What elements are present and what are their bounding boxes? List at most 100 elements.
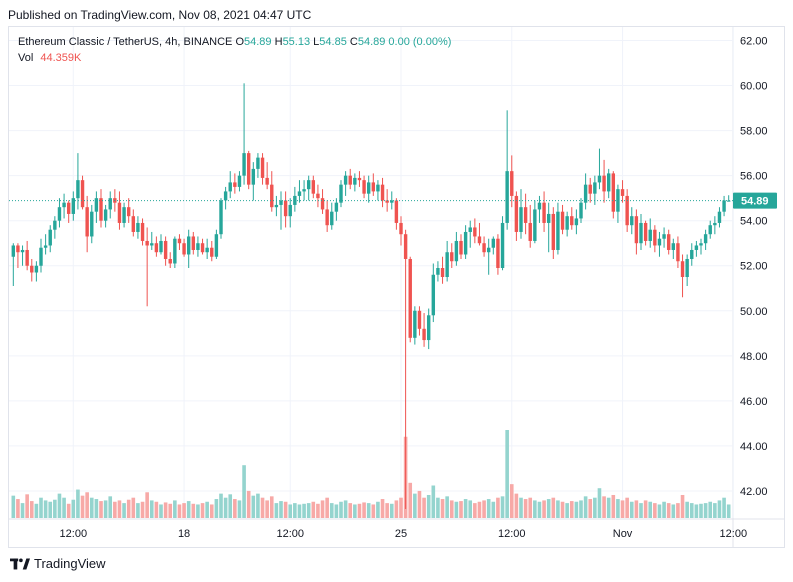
candle-body xyxy=(666,234,671,250)
candle-body xyxy=(25,249,29,266)
candle-body xyxy=(122,207,126,223)
volume-bar xyxy=(62,497,66,518)
volume-bar xyxy=(366,503,371,518)
candle-body xyxy=(228,182,232,192)
volume-bar xyxy=(639,503,643,518)
candle-body xyxy=(306,180,311,190)
candle-body xyxy=(546,213,551,223)
x-tick-label: 25 xyxy=(395,528,407,540)
candle-body xyxy=(606,173,611,192)
candle-body xyxy=(94,198,99,212)
volume-bar xyxy=(159,504,163,518)
candle-body xyxy=(279,200,283,205)
volume-bar xyxy=(85,492,89,518)
low-value: 54.85 xyxy=(319,36,347,48)
candle-body xyxy=(408,258,412,338)
candle-body xyxy=(371,182,376,192)
candle-body xyxy=(413,310,417,338)
candle-body xyxy=(431,274,436,316)
candle-body xyxy=(690,249,694,259)
volume-bar xyxy=(579,500,583,518)
candle-body xyxy=(588,184,592,194)
candle-body xyxy=(260,157,265,178)
footer-brand: TradingView xyxy=(34,556,106,571)
volume-bar xyxy=(186,501,191,518)
candle-body xyxy=(556,211,560,250)
candle-body xyxy=(422,328,426,341)
volume-bar xyxy=(89,497,94,518)
volume-bar xyxy=(34,503,39,518)
candle-body xyxy=(454,240,459,262)
candle-body xyxy=(436,267,440,275)
volume-bar xyxy=(389,503,394,518)
volume-bar xyxy=(205,501,209,518)
volume-bar xyxy=(288,504,293,518)
chart-legend: Ethereum Classic / TetherUS, 4h, BINANCE… xyxy=(18,36,451,48)
candle-body xyxy=(357,177,362,181)
volume-bar xyxy=(117,500,122,518)
candle-body xyxy=(699,243,703,246)
volume-bar xyxy=(699,503,703,518)
volume-bar xyxy=(320,500,325,518)
volume-bar xyxy=(445,496,449,518)
candle-body xyxy=(154,243,159,253)
candle-body xyxy=(270,184,274,208)
volume-bar xyxy=(593,497,597,518)
candle-body xyxy=(348,175,352,185)
volume-bar xyxy=(413,493,417,518)
candle-body xyxy=(394,200,399,223)
volume-bar xyxy=(343,500,348,518)
volume-bar xyxy=(20,503,25,518)
volume-bar xyxy=(168,503,173,518)
volume-bar xyxy=(103,500,108,518)
candle-body xyxy=(233,182,237,187)
volume-bar xyxy=(182,503,186,518)
low-label: L xyxy=(313,36,320,48)
volume-bar xyxy=(219,493,223,518)
volume-bar xyxy=(113,501,117,518)
volume-bar xyxy=(53,499,57,518)
volume-bar xyxy=(666,503,671,518)
candle-body xyxy=(325,209,329,226)
y-tick-label: 48.00 xyxy=(740,351,768,363)
volume-bar xyxy=(399,497,403,518)
volume-bar xyxy=(689,503,694,518)
candle-body xyxy=(256,157,260,169)
volume-bar xyxy=(177,504,182,518)
candle-body xyxy=(223,191,228,201)
candle-body xyxy=(445,252,449,278)
candle-body xyxy=(630,216,634,226)
volume-bar xyxy=(574,501,579,518)
volume-bar xyxy=(371,504,376,518)
volume-bar xyxy=(394,500,399,518)
candle-body xyxy=(196,243,200,250)
volume-bar xyxy=(242,465,246,518)
volume-value: 44.359K xyxy=(40,52,82,64)
volume-bar xyxy=(657,504,662,518)
volume-bar xyxy=(491,501,496,518)
candle-body xyxy=(71,198,76,214)
volume-bar xyxy=(602,496,606,518)
volume-bar xyxy=(334,504,339,518)
candle-body xyxy=(316,193,320,199)
candle-body xyxy=(625,195,629,226)
volume-bar xyxy=(514,493,519,518)
volume-bar xyxy=(634,500,639,518)
candle-body xyxy=(528,222,532,241)
candle-body xyxy=(53,220,57,230)
volume-bar xyxy=(385,503,389,518)
candle-body xyxy=(597,175,602,183)
candle-body xyxy=(565,216,569,230)
y-tick-label: 62.00 xyxy=(740,36,768,48)
volume-bar xyxy=(163,502,168,518)
volume-bar xyxy=(196,504,200,518)
candle-body xyxy=(200,243,205,253)
symbol-title: Ethereum Classic / TetherUS, 4h, BINANCE xyxy=(18,36,233,48)
candle-body xyxy=(150,243,154,246)
footer[interactable]: TradingView xyxy=(10,556,106,571)
candle-body xyxy=(713,222,717,226)
y-tick-label: 58.00 xyxy=(740,126,768,138)
candle-body xyxy=(168,258,172,264)
volume-bar xyxy=(449,500,454,518)
